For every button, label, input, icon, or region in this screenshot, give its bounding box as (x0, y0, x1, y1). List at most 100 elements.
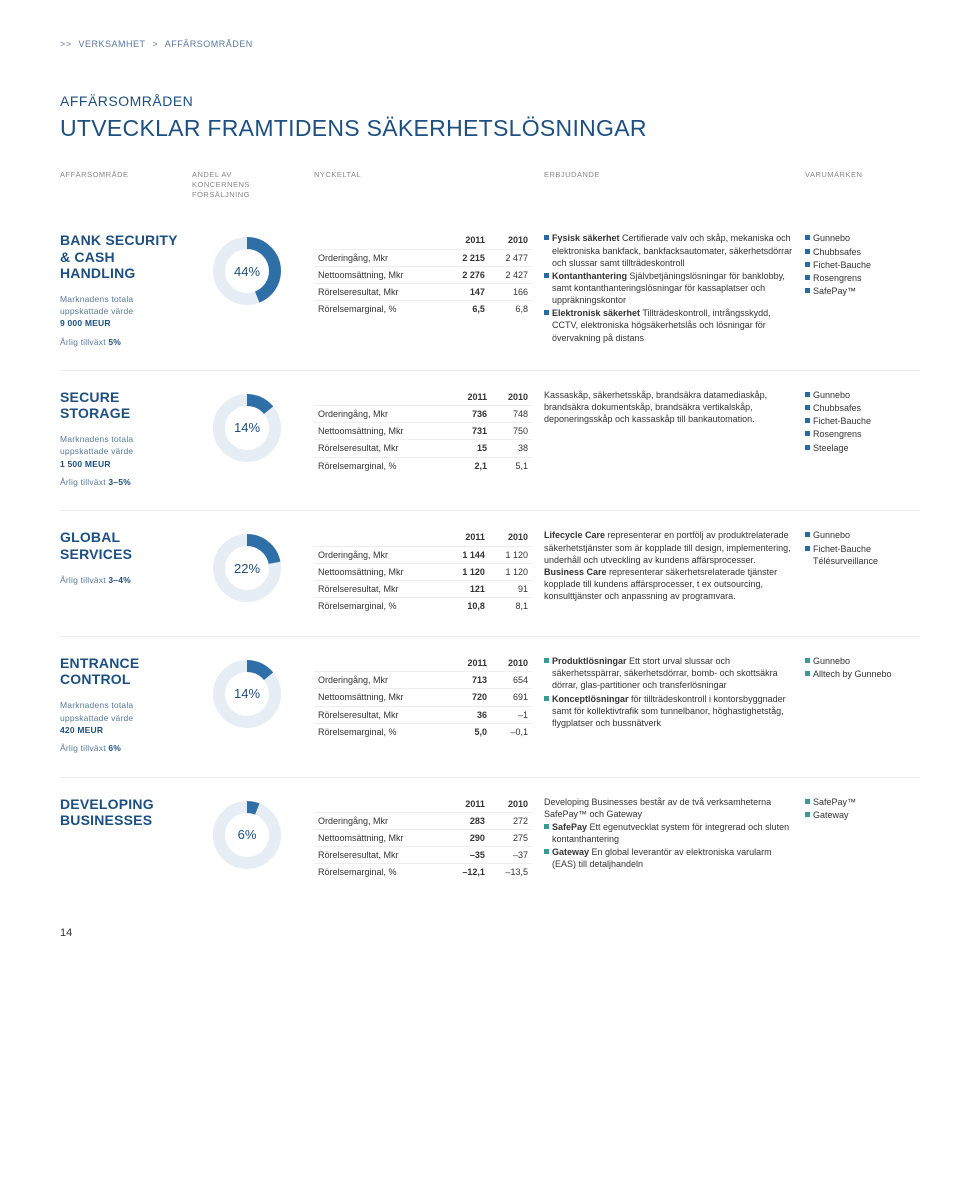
bullet-icon (805, 431, 810, 436)
area-col: BANK SECURITY & CASH HANDLING Marknadens … (60, 232, 180, 348)
market-value: 420 MEUR (60, 724, 180, 736)
share-donut: 44% (192, 232, 302, 348)
area-col: DEVELOPING BUSINESSES (60, 796, 180, 881)
growth: Årlig tillväxt 6% (60, 742, 180, 754)
bullet-icon (805, 235, 810, 240)
brand-item: SafePay™ (805, 285, 920, 297)
offer-item: SafePay Ett egenutvecklat system för int… (544, 821, 793, 845)
brand-item: Fichet-Bauche (805, 415, 920, 427)
col-share: ANDEL AV KONCERNENS FÖRSÄLJNING (192, 170, 302, 200)
area-name: BANK SECURITY & CASH HANDLING (60, 232, 180, 280)
kpi-table: 20112010Orderingång, Mkr283272Nettoomsät… (314, 796, 532, 881)
kpi-col: 20112010Orderingång, Mkr736748Nettoomsät… (314, 389, 532, 488)
share-donut: 6% (192, 796, 302, 881)
offer-col: Kassaskåp, säkerhetsskåp, brandsäkra dat… (544, 389, 793, 488)
offer-item: Fysisk säkerhet Certifierade valv och sk… (544, 232, 793, 268)
col-offer: ERBJUDANDE (544, 170, 793, 200)
chevron-icon: >> (60, 39, 72, 49)
brand-item: Chubbsafes (805, 246, 920, 258)
bullet-icon (805, 812, 810, 817)
bullet-icon (805, 799, 810, 804)
share-donut: 22% (192, 529, 302, 614)
market-value: 9 000 MEUR (60, 317, 180, 329)
kpi-col: 20112010Orderingång, Mkr1 1441 120Nettoo… (314, 529, 532, 614)
market-label: Marknadens totala uppskattade värde (60, 293, 180, 318)
brand-item: Gunnebo (805, 529, 920, 541)
bullet-icon (805, 262, 810, 267)
offer-col: Fysisk säkerhet Certifierade valv och sk… (544, 232, 793, 348)
offer-col: Developing Businesses består av de två v… (544, 796, 793, 881)
brand-item: SafePay™ (805, 796, 920, 808)
bullet-icon (805, 405, 810, 410)
offer-col: Produktlösningar Ett stort urval slussar… (544, 655, 793, 754)
brands-col: Gunnebo Fichet-Bauche Télésurveillance (805, 529, 920, 614)
brand-item: Steelage (805, 442, 920, 454)
brand-item: Gunnebo (805, 232, 920, 244)
bullet-icon (805, 249, 810, 254)
column-headers: AFFÄRSOMRÅDE ANDEL AV KONCERNENS FÖRSÄLJ… (60, 170, 920, 204)
area-name: DEVELOPING BUSINESSES (60, 796, 180, 828)
brand-item: Gunnebo (805, 655, 920, 667)
page: >> VERKSAMHET > AFFÄRSOMRÅDEN AFFÄRSOMRÅ… (0, 0, 960, 971)
offer-item: Elektronisk säkerhet Tillträdeskontroll,… (544, 307, 793, 343)
offer-item: Kontanthantering Självbetjäningslösninga… (544, 270, 793, 306)
section-pretitle: AFFÄRSOMRÅDEN (60, 92, 920, 111)
brand-item: Gateway (805, 809, 920, 821)
business-area-row: ENTRANCE CONTROLMarknadens totala uppska… (60, 637, 920, 777)
area-name: GLOBAL SERVICES (60, 529, 180, 561)
bullet-icon (805, 392, 810, 397)
brand-item: Rosengrens (805, 272, 920, 284)
brands-col: GunneboChubbsafesFichet-BaucheRosengrens… (805, 389, 920, 488)
share-donut: 14% (192, 389, 302, 488)
bullet-icon (805, 671, 810, 676)
donut-percent: 22% (212, 533, 282, 603)
bullet-icon (805, 445, 810, 450)
offer-item: Konceptlösningar för tillträdeskontroll … (544, 693, 793, 729)
bullet-icon (544, 824, 549, 829)
bullet-icon (544, 273, 549, 278)
bullet-icon (805, 532, 810, 537)
bullet-icon (805, 418, 810, 423)
brand-item: Gunnebo (805, 389, 920, 401)
brand-item: Rosengrens (805, 428, 920, 440)
area-name: SECURE STORAGE (60, 389, 180, 421)
area-col: SECURE STORAGE Marknadens totala uppskatt… (60, 389, 180, 488)
share-donut: 14% (192, 655, 302, 754)
col-brand: VARUMÄRKEN (805, 170, 920, 200)
bullet-icon (805, 658, 810, 663)
crumb-a: VERKSAMHET (79, 39, 146, 49)
donut-percent: 44% (212, 236, 282, 306)
kpi-table: 20112010Orderingång, Mkr713654Nettoomsät… (314, 655, 532, 740)
page-number: 14 (60, 926, 920, 941)
business-area-row: BANK SECURITY & CASH HANDLING Marknadens … (60, 214, 920, 371)
bullet-icon (805, 288, 810, 293)
brand-item: Chubbsafes (805, 402, 920, 414)
area-col: GLOBAL SERVICESÅrlig tillväxt 3–4% (60, 529, 180, 614)
offer-item: Produktlösningar Ett stort urval slussar… (544, 655, 793, 691)
col-kpi: NYCKELTAL (314, 170, 532, 200)
market-value: 1 500 MEUR (60, 458, 180, 470)
kpi-col: 20112010Orderingång, Mkr2 2152 477Nettoo… (314, 232, 532, 348)
brand-item: Fichet-Bauche Télésurveillance (805, 543, 920, 567)
bullet-icon (805, 275, 810, 280)
brands-col: GunneboAlltech by Gunnebo (805, 655, 920, 754)
donut-percent: 6% (212, 800, 282, 870)
kpi-col: 20112010Orderingång, Mkr713654Nettoomsät… (314, 655, 532, 754)
kpi-table: 20112010Orderingång, Mkr2 2152 477Nettoo… (314, 232, 532, 317)
bullet-icon (544, 310, 549, 315)
bullet-icon (544, 658, 549, 663)
offer-item: Kassaskåp, säkerhetsskåp, brandsäkra dat… (544, 389, 793, 425)
bullet-icon (544, 849, 549, 854)
business-area-row: DEVELOPING BUSINESSES 6% 20112010Orderingå… (60, 778, 920, 903)
bullet-icon (544, 696, 549, 701)
page-title: UTVECKLAR FRAMTIDENS SÄKERHETSLÖSNINGAR (60, 113, 920, 144)
business-area-row: SECURE STORAGE Marknadens totala uppskatt… (60, 371, 920, 511)
col-area: AFFÄRSOMRÅDE (60, 170, 180, 200)
kpi-table: 20112010Orderingång, Mkr1 1441 120Nettoo… (314, 529, 532, 614)
brand-item: Alltech by Gunnebo (805, 668, 920, 680)
offer-item: Gateway En global leverantör av elektron… (544, 846, 793, 870)
growth: Årlig tillväxt 3–5% (60, 476, 180, 488)
area-col: ENTRANCE CONTROLMarknadens totala uppska… (60, 655, 180, 754)
business-area-row: GLOBAL SERVICESÅrlig tillväxt 3–4% 22% 201… (60, 511, 920, 637)
market-label: Marknadens totala uppskattade värde (60, 433, 180, 458)
